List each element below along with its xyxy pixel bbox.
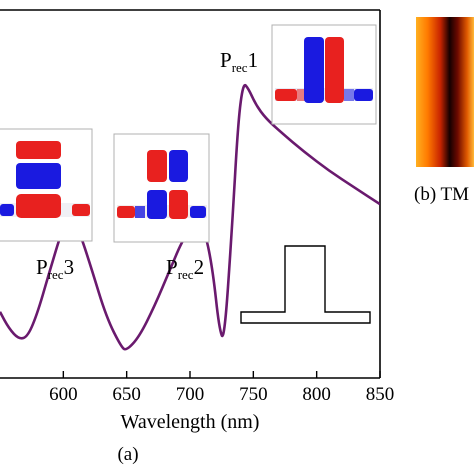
- annotation-prec2: Prec2: [166, 255, 204, 282]
- field-inset-prec2: [113, 133, 210, 243]
- x-axis-tick-labels: 600 650 700 750 800 850: [49, 384, 394, 405]
- x-tick-label-600: 600: [49, 384, 78, 405]
- x-tick-label-750: 750: [239, 384, 268, 405]
- x-tick-label-850: 850: [366, 384, 395, 405]
- x-tick-label-700: 700: [176, 384, 205, 405]
- spectrum-curve: [0, 83, 380, 351]
- x-axis-label: Wavelength (nm): [121, 411, 260, 433]
- panel-label-a: (a): [117, 444, 138, 465]
- annotation-prec1: Prec1: [220, 48, 258, 75]
- x-tick-label-800: 800: [302, 384, 331, 405]
- structure-schematic: [240, 245, 371, 324]
- tm-field-map: [416, 17, 474, 167]
- field-inset-prec3: [0, 128, 93, 242]
- annotation-prec3: Prec3: [36, 255, 74, 282]
- panel-label-b: (b) TM: [414, 184, 469, 205]
- field-inset-prec1: [271, 24, 377, 125]
- x-axis-ticks: [62, 371, 381, 378]
- x-tick-label-650: 650: [112, 384, 141, 405]
